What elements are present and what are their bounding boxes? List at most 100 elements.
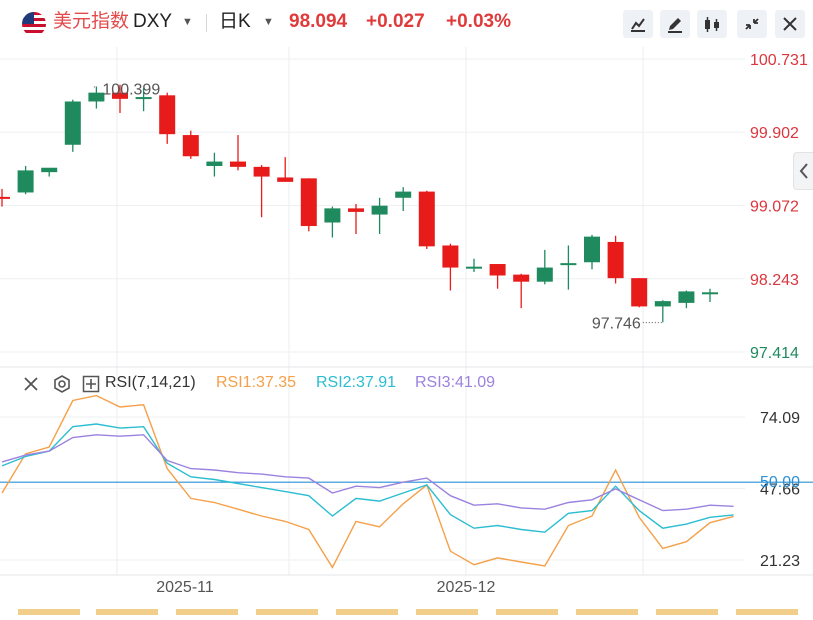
rsi3-label: RSI3:41.09: [415, 374, 496, 391]
candle: [418, 190, 435, 250]
candle: [654, 300, 671, 323]
line-chart-icon: [631, 18, 645, 32]
candle: [277, 157, 294, 182]
bottom-bar: [0, 602, 813, 615]
candle: [607, 235, 624, 284]
candle: [348, 203, 364, 234]
candle-body: [253, 166, 270, 177]
symbol-label[interactable]: DXY: [133, 11, 173, 32]
candle: [159, 92, 176, 144]
settings-icon[interactable]: [52, 374, 72, 394]
time-tick-label: 2025-12: [437, 579, 496, 596]
candle: [324, 206, 341, 238]
grid: [0, 47, 813, 576]
price-tick-label: 100.731: [750, 52, 808, 69]
candle-body: [182, 135, 199, 157]
draw-icon: [668, 18, 682, 33]
rsi-axis: 74.09 47.66 21.23 50.00: [760, 410, 800, 570]
candle-body: [230, 161, 246, 167]
candle: [135, 88, 152, 112]
candle: [489, 264, 506, 289]
candle: [64, 99, 81, 152]
interval-dropdown-icon[interactable]: ▼: [263, 16, 274, 28]
rsi-line-rsi3: [1, 434, 734, 512]
candle-body: [324, 208, 341, 223]
time-axis: 2025-11 2025-12: [156, 579, 495, 596]
candle-body: [371, 205, 388, 215]
collapse-button[interactable]: [737, 10, 767, 38]
candle-body: [135, 97, 152, 100]
candle: [536, 249, 553, 285]
change-pct-value: +0.03%: [446, 11, 511, 32]
candle-icon: [705, 17, 719, 32]
candle: [88, 86, 105, 109]
change-value: +0.027: [366, 11, 425, 32]
low-label: 97.746: [592, 316, 641, 333]
candle: [0, 188, 10, 207]
draw-button[interactable]: [660, 10, 690, 38]
candle: [442, 243, 459, 291]
price-tick-label: 99.902: [750, 125, 799, 142]
candle: [560, 245, 577, 290]
candle: [513, 273, 530, 309]
candlestick-series: [0, 84, 718, 323]
candle-body: [159, 95, 176, 135]
line-chart-button[interactable]: [623, 10, 653, 38]
rsi-tick-label: 21.23: [760, 553, 800, 570]
price-annotations: 100.399 97.746: [93, 81, 663, 333]
close-button[interactable]: [775, 10, 805, 38]
candle: [230, 135, 246, 171]
rsi-line-rsi1: [1, 394, 734, 569]
candle-body: [654, 301, 671, 307]
candle-style-button[interactable]: [697, 10, 727, 38]
close-icon: [783, 17, 797, 31]
candle-body: [489, 264, 506, 276]
candle-body: [607, 241, 624, 279]
candle: [631, 278, 648, 308]
rsi2-label: RSI2:37.91: [316, 374, 397, 391]
candle-body: [560, 263, 577, 266]
candle-body: [631, 278, 648, 307]
candle-body: [442, 245, 459, 268]
candle: [678, 290, 695, 309]
candle-body: [64, 101, 81, 145]
candle-body: [395, 191, 412, 198]
add-indicator-icon[interactable]: [82, 375, 100, 393]
rsi-reference-label: 50.00: [760, 474, 800, 491]
us-flag-icon: [22, 12, 46, 36]
rsi1-label: RSI1:37.35: [216, 374, 297, 391]
candle-body: [418, 191, 435, 247]
price-tick-label: 98.243: [750, 272, 799, 289]
candle-body: [206, 161, 223, 166]
close-indicator-icon[interactable]: [22, 375, 40, 393]
price-tick-label: 97.414: [750, 345, 799, 362]
candle: [41, 167, 58, 177]
interval-label[interactable]: 日K: [219, 11, 251, 32]
expand-panel-button[interactable]: [793, 152, 813, 190]
rsi-line-rsi2: [1, 423, 734, 533]
candle-body: [277, 177, 294, 182]
high-label: 100.399: [102, 81, 160, 98]
rsi-tick-label: 74.09: [760, 410, 800, 427]
time-tick-label: 2025-11: [156, 579, 214, 596]
candle-body: [536, 267, 553, 282]
candle-body: [112, 92, 128, 99]
candle: [466, 258, 482, 272]
candle: [17, 165, 34, 195]
candle-body: [702, 292, 718, 295]
symbol-dropdown-icon[interactable]: ▼: [182, 16, 193, 28]
candle-body: [41, 167, 58, 173]
candle: [584, 234, 600, 270]
candle-body: [17, 170, 34, 193]
price-tick-label: 99.072: [750, 199, 799, 216]
indicator-name[interactable]: RSI(7,14,21): [105, 374, 196, 391]
candle-body: [88, 92, 105, 102]
candle: [395, 187, 412, 212]
candle: [300, 178, 317, 232]
rsi-series: [0, 394, 813, 569]
symbol-cn-label[interactable]: 美元指数: [53, 11, 130, 32]
header-bar: 美元指数 DXY ▼ 日K ▼ 98.094 +0.027 +0.03%: [0, 0, 813, 45]
candle-body: [0, 196, 10, 199]
price-value: 98.094: [289, 11, 348, 32]
